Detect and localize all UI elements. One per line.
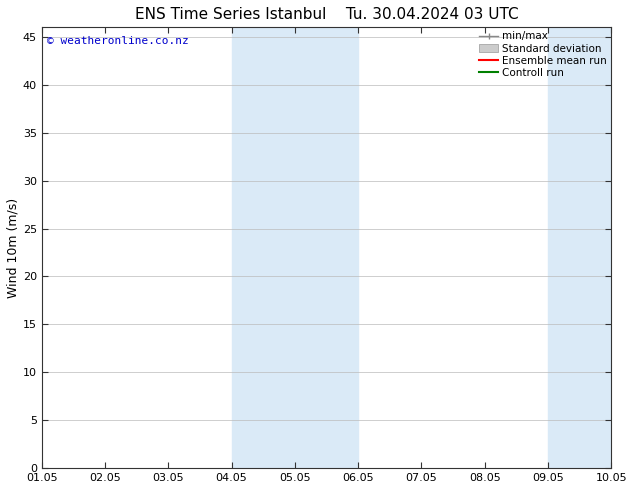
Text: © weatheronline.co.nz: © weatheronline.co.nz — [48, 36, 189, 46]
Legend: min/max, Standard deviation, Ensemble mean run, Controll run: min/max, Standard deviation, Ensemble me… — [477, 29, 609, 80]
Bar — [548, 27, 611, 468]
Bar — [231, 27, 358, 468]
Title: ENS Time Series Istanbul    Tu. 30.04.2024 03 UTC: ENS Time Series Istanbul Tu. 30.04.2024 … — [134, 7, 518, 22]
Y-axis label: Wind 10m (m/s): Wind 10m (m/s) — [7, 197, 20, 298]
